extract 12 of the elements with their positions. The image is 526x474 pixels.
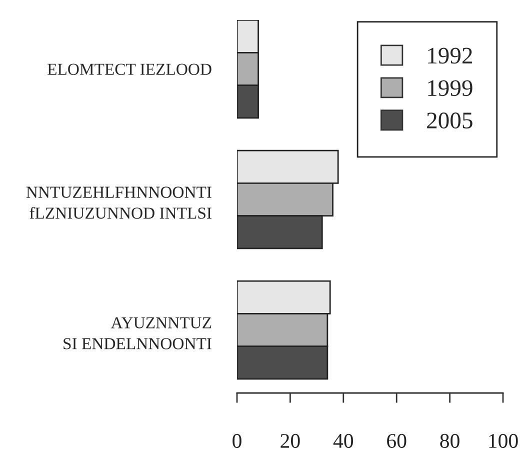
x-tick-label: 40 xyxy=(333,434,354,448)
x-tick-label: 60 xyxy=(387,434,406,448)
legend-label: 2005 xyxy=(427,112,472,128)
x-tick-label: 100 xyxy=(489,434,518,448)
legend-label: 1992 xyxy=(428,48,472,64)
y-tick-label: ELOMTECT IEZLOOD xyxy=(48,64,212,75)
x-tick-label: 20 xyxy=(280,434,300,448)
y-tick-label: NNTUZEHLFHNNOONTI fLZNIUZUNNOD INTLSI xyxy=(26,186,212,219)
y-tick-label: AYUZNNTUZ SI ENDELNNOONTI xyxy=(64,317,212,350)
x-tick-label: 80 xyxy=(440,434,460,448)
legend-label: 1999 xyxy=(428,80,472,96)
x-tick-label: 0 xyxy=(232,434,242,448)
